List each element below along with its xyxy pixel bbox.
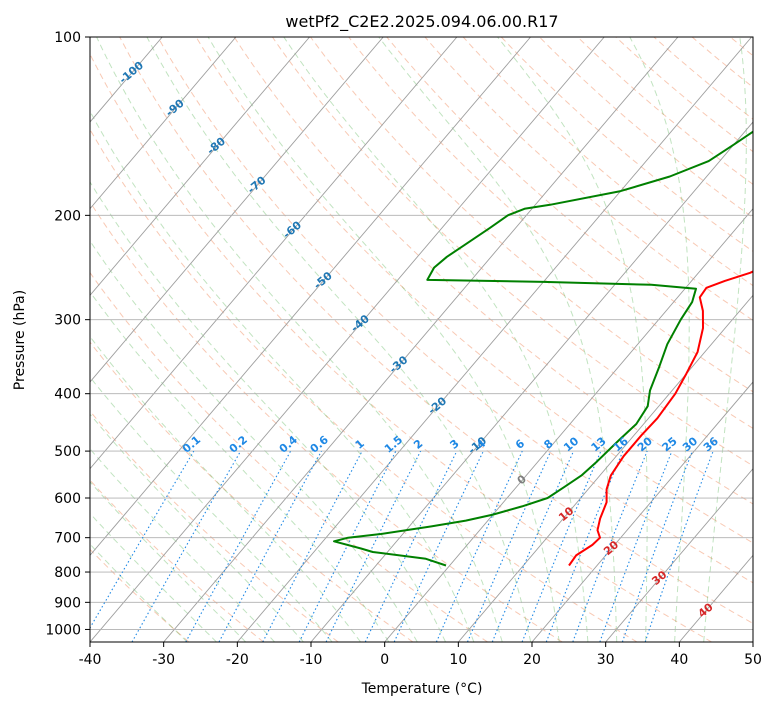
x-tick-label: 0	[380, 652, 389, 668]
y-axis-label: Pressure (hPa)	[12, 290, 28, 390]
isotherm-line	[457, 294, 753, 642]
moist-adiabat	[90, 291, 390, 642]
dry-adiabat	[195, 37, 753, 544]
isotherm-line	[310, 121, 753, 642]
moist-adiabat	[207, 37, 560, 642]
x-tick-label: 50	[744, 652, 762, 668]
dry-adiabat	[90, 53, 712, 642]
mixing-ratio-line	[644, 450, 714, 642]
isotherm-line	[384, 207, 753, 642]
dry-adiabat	[386, 37, 753, 357]
dry-adiabat	[348, 37, 753, 393]
mixing-ratio-line	[466, 450, 552, 642]
plot-frame	[89, 36, 754, 643]
x-tick-label: 20	[523, 652, 541, 668]
mixing-ratio-line	[572, 450, 648, 642]
y-tick-label: 500	[54, 444, 81, 460]
moist-adiabat	[90, 240, 418, 642]
mixing-ratio-line	[521, 450, 602, 642]
dry-adiabat	[90, 341, 414, 642]
x-tick-label: -10	[300, 652, 323, 668]
moist-adiabat	[497, 37, 648, 642]
dry-adiabat	[615, 37, 753, 153]
chart-title: wetPf2_C2E2.2025.094.06.00.R17	[285, 12, 558, 32]
moist-adiabat	[90, 181, 446, 642]
mixing-ratio-line	[599, 450, 673, 642]
moist-adiabat	[703, 37, 747, 642]
dry-adiabat	[157, 37, 753, 584]
pressure-gridlines	[90, 37, 753, 630]
axes-frame	[89, 36, 754, 643]
x-axis: -40 -30 -20 -10 0 10 20 30 40 50	[79, 642, 762, 668]
isotherm-line	[605, 467, 753, 642]
y-tick-label: 1000	[45, 622, 81, 638]
y-tick-label: 200	[54, 208, 81, 224]
dry-adiabat	[119, 37, 753, 625]
isotherms	[90, 37, 753, 642]
mixing-ratio-line	[621, 450, 693, 642]
y-tick-label: 400	[54, 387, 81, 403]
y-tick-label: 600	[54, 491, 81, 507]
y-tick-label: 100	[54, 30, 81, 46]
x-tick-label: 10	[449, 652, 467, 668]
dewpoint-profile	[333, 130, 753, 567]
temperature-profile	[568, 270, 753, 567]
x-tick-label: -30	[152, 652, 175, 668]
isotherm-line	[163, 37, 679, 642]
isotherm-line	[531, 381, 753, 642]
mixing-ratio-line	[218, 450, 322, 642]
isotherm-line	[236, 37, 752, 642]
x-tick-label: -20	[226, 652, 249, 668]
isotherm-line	[90, 37, 384, 383]
moist-adiabat	[90, 110, 475, 642]
y-axis: 100 200 300 400 500 600 700 800 900 1000	[45, 30, 90, 638]
dry-adiabat	[462, 37, 753, 287]
mixing-ratio-line	[298, 450, 397, 642]
x-tick-label: 30	[597, 652, 615, 668]
y-tick-label: 300	[54, 313, 81, 329]
isotherm-line	[90, 37, 458, 470]
mixing-ratio-line	[185, 450, 292, 642]
moist-adiabat	[96, 37, 503, 642]
dry-adiabat	[90, 128, 638, 642]
isotherm-line	[90, 37, 605, 642]
x-axis-label: Temperature (°C)	[361, 681, 483, 697]
x-tick-label: 40	[670, 652, 688, 668]
mixing-ratio-line	[325, 450, 422, 642]
dry-adiabat	[233, 37, 753, 505]
dry-adiabat	[90, 479, 264, 642]
dry-adiabat	[424, 37, 753, 321]
isotherm-line	[90, 37, 310, 297]
y-tick-label: 700	[54, 531, 81, 547]
mixing-ratio-line	[435, 450, 523, 642]
moist-adiabat	[629, 37, 690, 642]
dry-adiabat	[500, 37, 753, 252]
moist-adiabat	[90, 376, 333, 642]
isotherm-line	[90, 37, 531, 557]
y-tick-label: 800	[54, 565, 81, 581]
plot-area	[90, 37, 753, 642]
x-tick-label: -40	[79, 652, 102, 668]
mixing-ratio-line	[545, 450, 624, 642]
dry-adiabat	[310, 37, 753, 429]
mixing-ratio-lines	[90, 450, 714, 642]
sounding-profiles	[333, 130, 753, 567]
moist-adiabat	[90, 413, 304, 642]
isotherm-line	[90, 37, 237, 210]
y-tick-label: 900	[54, 595, 81, 611]
moist-adiabat	[90, 335, 361, 642]
